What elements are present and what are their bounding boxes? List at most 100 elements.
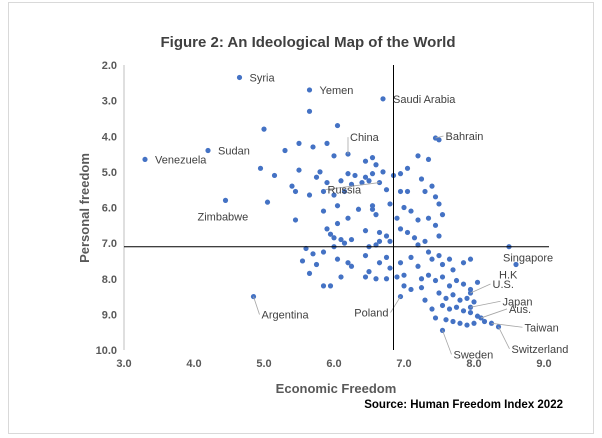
data-point [429,306,435,312]
data-point [313,174,320,180]
data-point [327,283,334,289]
data-point [341,240,348,246]
x-tick-label: 4.0 [186,358,201,370]
source-note: Source: Human Freedom Index 2022 [364,399,563,411]
y-tick-label: 4.0 [102,131,117,143]
country-label: Venezuela [155,154,207,166]
data-point [401,272,407,278]
data-point [359,179,365,186]
data-point [387,265,393,271]
country-label: Saudi Arabia [393,94,456,106]
data-point [387,201,393,207]
data-point [429,183,435,189]
data-point [313,261,320,268]
data-point [331,192,337,198]
data-point [338,236,344,243]
data-point [383,233,390,239]
data-point [320,283,327,289]
data-point [282,147,288,154]
data-point [404,229,411,236]
data-point [415,153,421,159]
y-tick-label: 3.0 [102,96,117,108]
data-point [324,140,330,146]
data-point [397,171,404,177]
data-point [292,188,299,195]
data-point [383,187,390,193]
data-point [345,260,351,266]
label-leader-line [435,135,444,139]
data-point-labeled [205,147,211,154]
data-point [418,176,425,182]
data-point [460,281,467,287]
data-point [436,233,442,239]
data-point [324,226,330,232]
data-point [383,276,390,282]
country-label: Taiwan [525,322,559,334]
data-point [331,153,337,159]
x-tick-label: 6.0 [326,358,341,370]
data-point [471,320,477,326]
data-point [334,256,341,262]
data-point [369,206,376,212]
data-point [362,174,369,180]
country-label: Bahrain [446,131,484,143]
data-point-labeled [513,261,519,268]
data-point [408,254,414,260]
country-label: Poland [354,308,388,320]
y-tick-label: 8.0 [102,274,117,286]
country-label: Sudan [218,146,250,158]
country-label: Zimbabwe [198,211,249,223]
data-point [296,167,302,173]
data-point [404,188,411,195]
data-point [439,212,446,218]
country-label: Switzerland [512,344,569,356]
data-point [320,188,327,195]
data-point [425,249,432,255]
data-point [369,155,376,161]
data-point [471,299,477,305]
data-point [446,306,453,312]
data-point [432,315,439,321]
data-point [348,236,355,243]
data-point [446,283,453,289]
country-label: Sweden [454,349,494,361]
country-label: U.S. [493,279,514,291]
x-axis-label: Economic Freedom [276,381,397,396]
data-point [310,251,316,257]
country-label: Yemen [320,85,354,97]
y-tick-label: 2.0 [102,60,117,72]
data-point [457,297,463,303]
data-point [467,256,474,262]
data-point [327,231,334,237]
data-point [383,254,390,260]
data-point [306,192,313,198]
data-point [460,260,467,266]
y-tick-label: 9.0 [102,309,117,321]
data-point-labeled [380,96,386,102]
data-point [453,277,460,284]
data-point [425,215,432,221]
data-point [299,258,306,264]
data-point [425,272,432,278]
data-point [467,286,474,293]
data-point [401,283,407,289]
data-point [310,144,316,150]
label-leader-line [470,300,501,308]
data-point [401,204,407,211]
data-point [306,270,313,277]
label-leader-line [325,182,380,190]
data-point-labeled [236,74,243,81]
data-point [369,203,376,209]
chart-frame: Figure 2: An Ideological Map of the Worl… [8,2,594,434]
country-label: Russia [328,185,363,197]
country-label: Syria [250,72,276,84]
data-point [306,108,313,114]
data-point [397,188,404,195]
data-point [264,199,271,205]
data-point [317,169,323,175]
data-point [404,165,411,171]
chart-title: Figure 2: An Ideological Map of the Worl… [160,34,455,51]
scatter-chart: Figure 2: An Ideological Map of the Worl… [77,34,569,411]
data-point [443,295,449,301]
y-tick-label: 6.0 [102,203,117,215]
